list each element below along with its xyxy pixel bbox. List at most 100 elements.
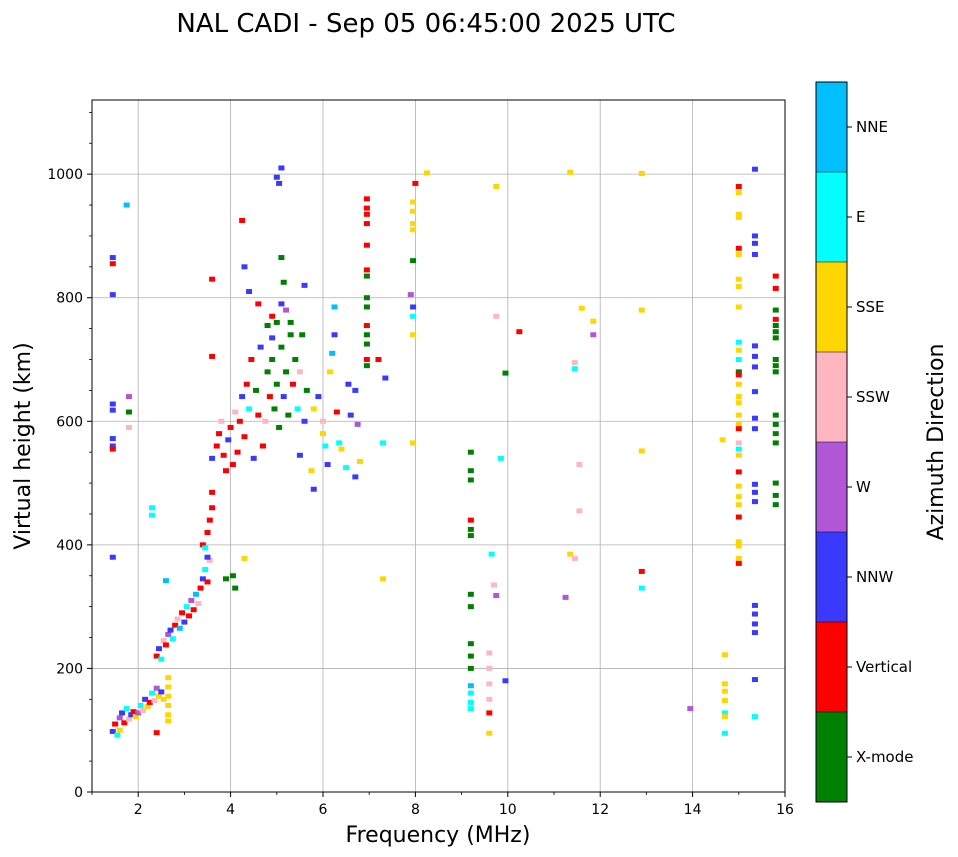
echo-point — [276, 180, 283, 186]
echo-point — [296, 369, 303, 375]
echo-point — [486, 730, 493, 736]
echo-point — [183, 604, 190, 610]
echo-point — [246, 406, 253, 412]
echo-point — [199, 542, 206, 548]
echo-point — [751, 166, 758, 172]
echo-point — [195, 601, 202, 607]
echo-point — [218, 418, 225, 424]
echo-point — [209, 489, 216, 495]
echo-point — [190, 607, 197, 613]
y-tick-label: 400 — [56, 538, 83, 554]
plot-frame — [91, 99, 786, 793]
echo-point — [192, 591, 199, 597]
echo-point — [283, 307, 290, 313]
echo-point — [310, 486, 317, 492]
echo-point — [271, 406, 278, 412]
echo-point — [294, 406, 301, 412]
x-tick-label: 12 — [591, 802, 609, 818]
echo-point — [735, 245, 742, 251]
echo-point — [410, 332, 417, 338]
echo-point — [343, 465, 350, 471]
echo-point — [273, 319, 280, 325]
echo-point — [467, 517, 474, 523]
echo-point — [125, 409, 132, 415]
echo-point — [735, 357, 742, 362]
echo-point — [467, 653, 474, 659]
echo-point — [772, 335, 779, 341]
echo-point — [109, 436, 116, 442]
colorbar-segment — [816, 172, 847, 262]
colorbar-label: SSE — [856, 298, 885, 316]
echo-point — [467, 665, 474, 671]
echo-point — [751, 714, 758, 720]
echo-point — [751, 426, 758, 432]
echo-point — [109, 443, 116, 449]
echo-point — [278, 344, 285, 350]
echo-point — [721, 714, 728, 720]
echo-point — [146, 699, 153, 705]
echo-point — [278, 301, 285, 307]
y-tick-label: 800 — [56, 291, 83, 307]
echo-point — [751, 343, 758, 349]
echo-point — [590, 318, 597, 324]
echo-point — [345, 381, 352, 387]
echo-point — [149, 505, 156, 511]
echo-point — [259, 443, 266, 449]
echo-point — [363, 242, 370, 248]
echo-point — [735, 440, 742, 446]
echo-point — [735, 381, 742, 387]
echo-point — [363, 273, 370, 279]
echo-point — [269, 335, 276, 341]
echo-point — [125, 716, 132, 722]
echo-point — [165, 703, 172, 708]
echo-point — [202, 545, 209, 551]
y-tick-label: 1000 — [47, 167, 83, 183]
echo-point — [467, 533, 474, 539]
echo-point — [269, 313, 276, 319]
echo-point — [253, 387, 260, 393]
echo-point — [158, 656, 165, 662]
echo-point — [280, 394, 287, 400]
y-tick-label: 200 — [56, 661, 83, 677]
echo-point — [493, 313, 500, 319]
echo-point — [241, 555, 248, 561]
echo-point — [292, 357, 299, 362]
echo-point — [363, 363, 370, 369]
echo-point — [132, 714, 139, 720]
echo-point — [497, 455, 504, 461]
echo-point — [772, 285, 779, 291]
echo-point — [363, 304, 370, 310]
echo-point — [149, 512, 156, 518]
echo-point — [638, 307, 645, 313]
echo-point — [375, 357, 382, 362]
echo-point — [162, 578, 169, 584]
echo-point — [772, 431, 779, 437]
x-tick-label: 14 — [684, 802, 702, 818]
x-tick-label: 2 — [134, 802, 143, 818]
echo-point — [151, 698, 158, 704]
colorbar-label: W — [856, 478, 871, 496]
echo-point — [329, 350, 336, 356]
echo-point — [410, 199, 417, 205]
x-axis-ticks: 2 4 6 8 10 12 14 16 — [91, 792, 794, 818]
colorbar-segment — [816, 712, 847, 802]
echo-point — [380, 440, 387, 446]
echo-point — [222, 576, 229, 582]
echo-point — [236, 418, 243, 424]
echo-point — [239, 217, 246, 223]
echo-point — [125, 394, 132, 400]
echo-point — [735, 251, 742, 257]
echo-point — [467, 477, 474, 483]
echo-point — [273, 174, 280, 180]
grid-lines — [92, 100, 786, 793]
echo-point — [114, 732, 121, 738]
echo-point — [735, 514, 742, 520]
echo-point — [229, 573, 236, 579]
echo-point — [735, 502, 742, 508]
echo-point — [721, 681, 728, 687]
echo-point — [562, 594, 569, 600]
colorbar-segment — [816, 262, 847, 352]
echo-point — [721, 688, 728, 694]
echo-point — [174, 616, 181, 622]
y-axis-ticks: 0 200 400 600 800 1000 — [47, 111, 92, 801]
